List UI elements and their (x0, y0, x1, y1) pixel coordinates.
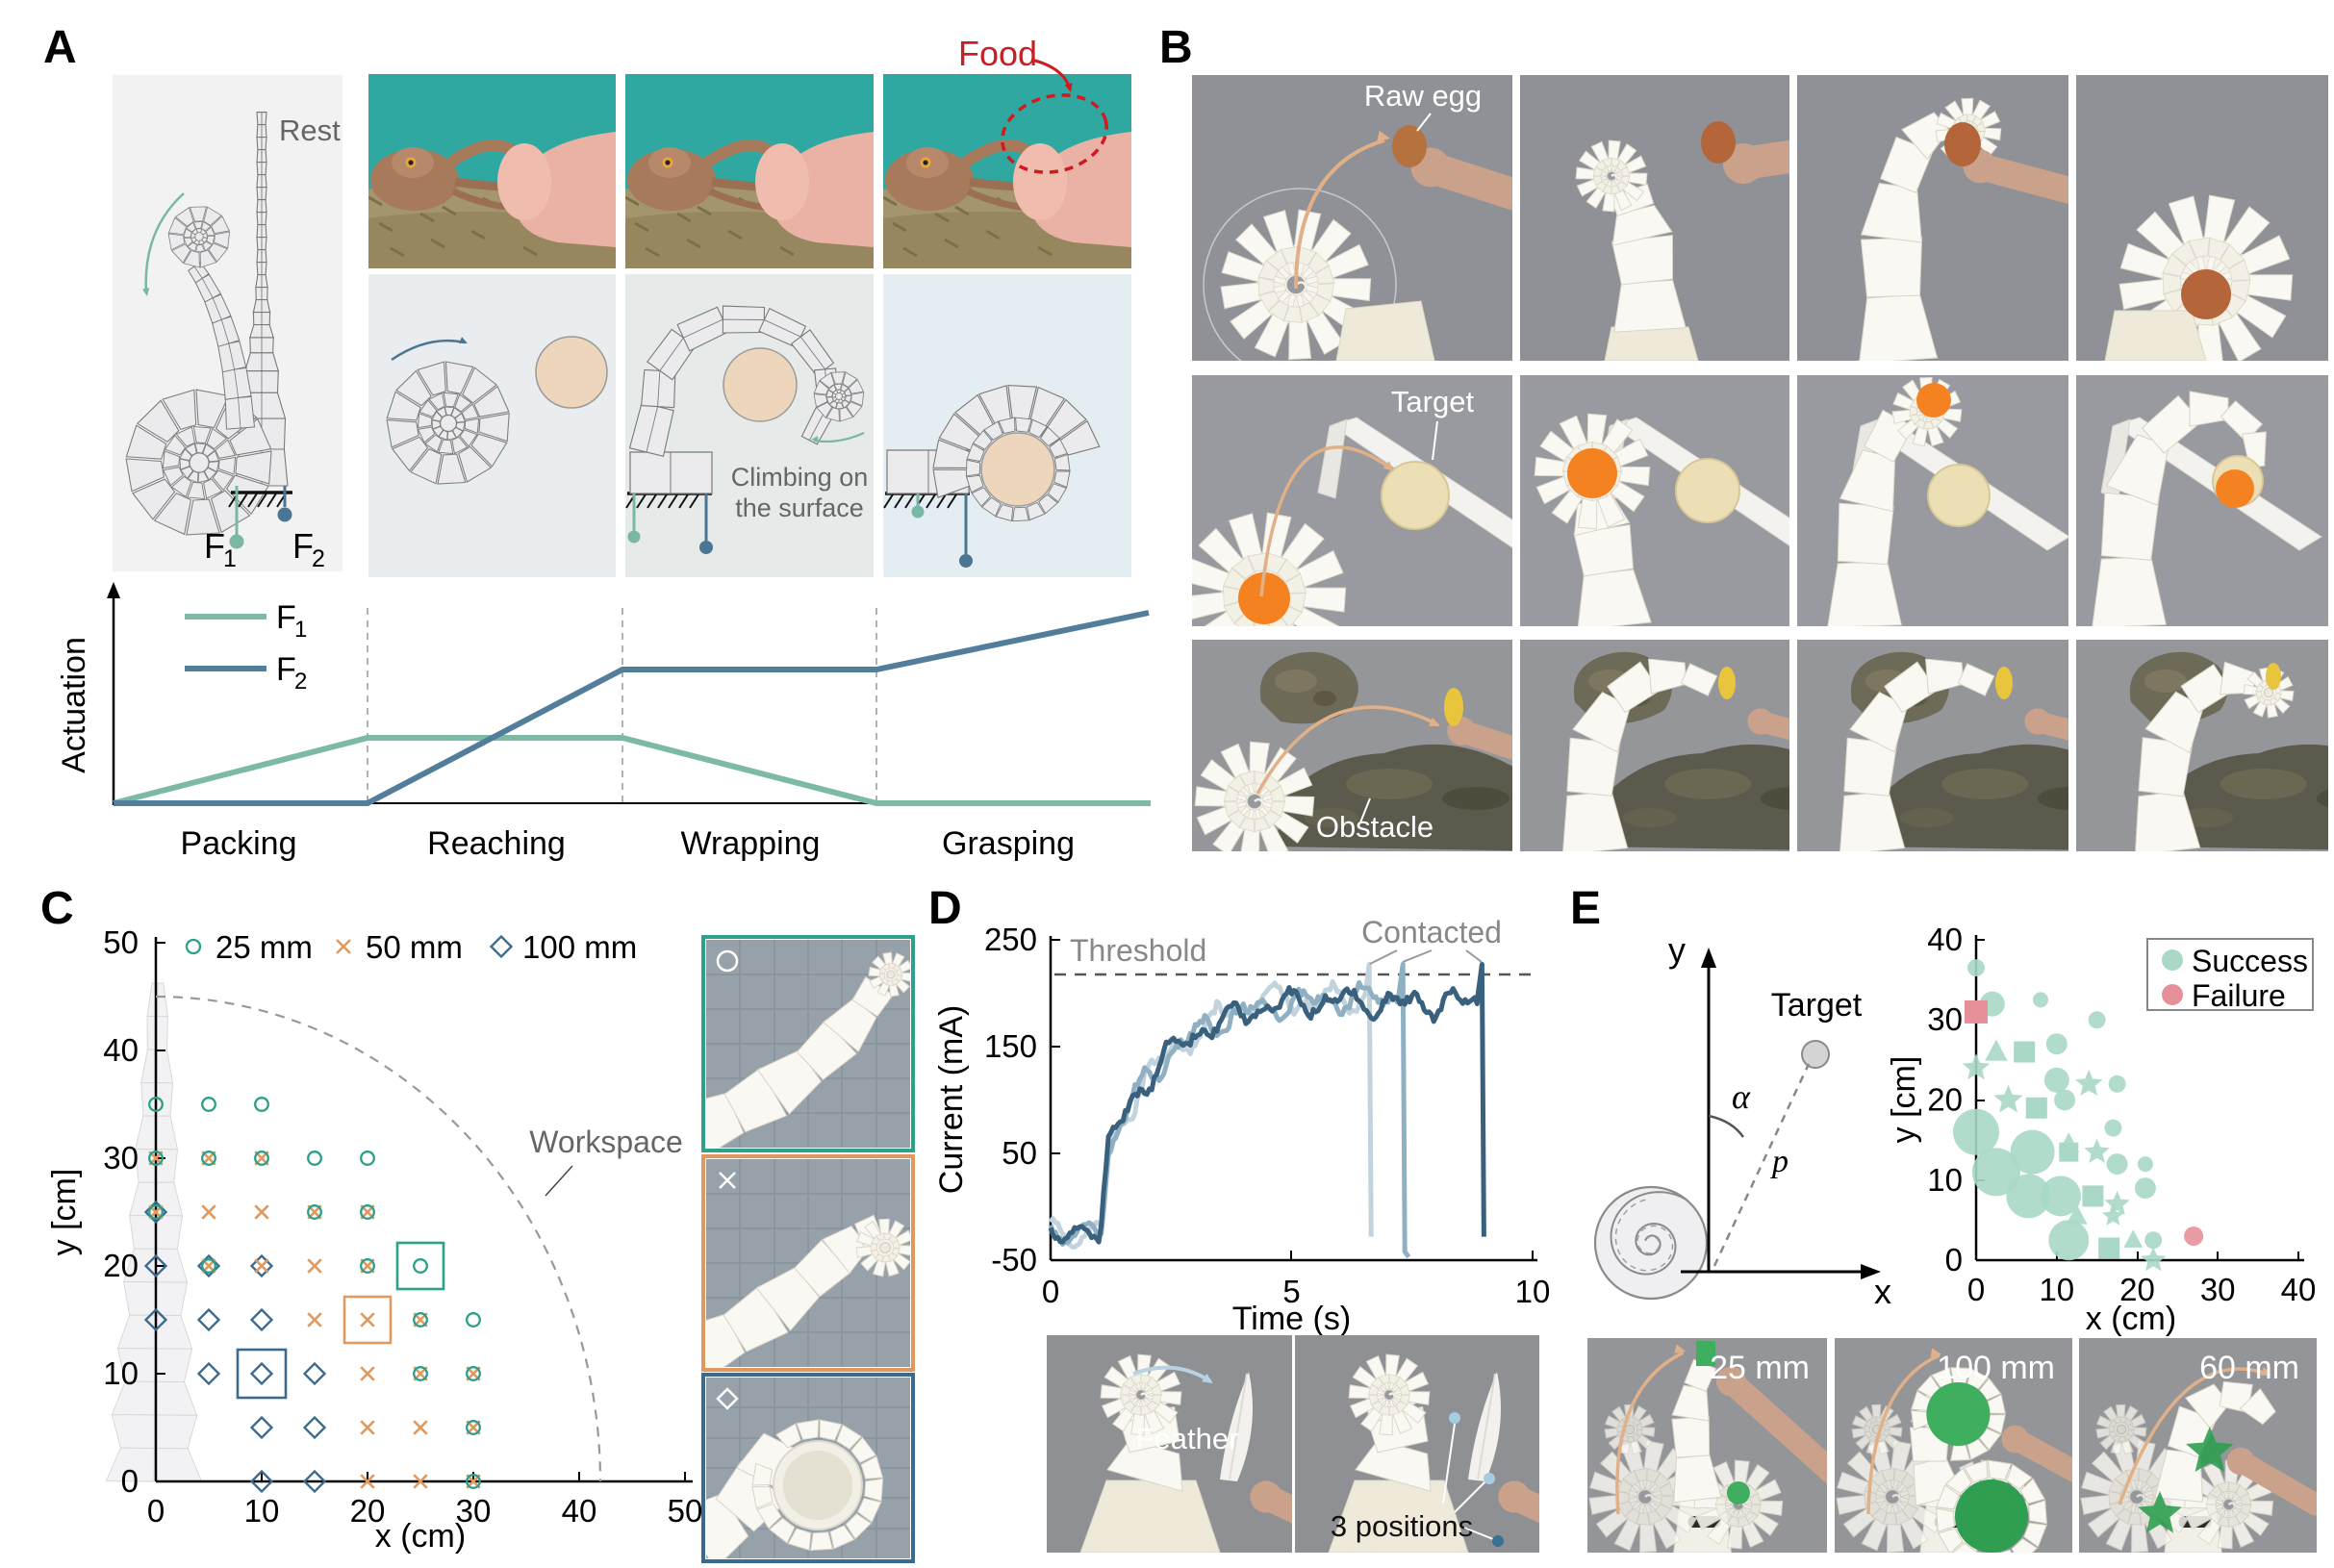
svg-text:-50: -50 (991, 1242, 1037, 1277)
svg-text:x (cm): x (cm) (375, 1518, 466, 1555)
svg-text:Actuation: Actuation (56, 637, 92, 773)
svg-text:0: 0 (147, 1493, 165, 1529)
svg-text:30: 30 (1927, 1001, 1963, 1037)
svg-text:y [cm]: y [cm] (1886, 1056, 1922, 1144)
svg-text:F: F (276, 651, 296, 688)
svg-text:Packing: Packing (181, 825, 297, 862)
svg-text:A: A (43, 22, 77, 73)
svg-text:F: F (292, 526, 314, 566)
svg-text:x: x (1874, 1272, 1891, 1311)
svg-text:Grasping: Grasping (942, 825, 1075, 862)
svg-text:40: 40 (2281, 1272, 2317, 1307)
svg-text:50: 50 (103, 924, 139, 960)
svg-text:Current (mA): Current (mA) (933, 1005, 970, 1194)
svg-text:Time (s): Time (s) (1232, 1301, 1351, 1337)
svg-text:0: 0 (121, 1463, 139, 1499)
svg-text:E: E (1570, 883, 1601, 934)
svg-text:1: 1 (294, 617, 307, 643)
svg-text:50 mm: 50 mm (366, 929, 463, 965)
svg-text:100 mm: 100 mm (522, 929, 637, 965)
svg-text:y: y (1668, 930, 1686, 970)
svg-text:Climbing on: Climbing on (731, 463, 869, 492)
svg-text:100 mm: 100 mm (1937, 1350, 2055, 1386)
svg-text:Raw egg: Raw egg (1364, 79, 1482, 113)
svg-text:x (cm): x (cm) (2086, 1301, 2176, 1337)
svg-text:20: 20 (1927, 1082, 1963, 1118)
svg-text:1: 1 (223, 545, 237, 572)
svg-text:150: 150 (984, 1028, 1037, 1064)
svg-text:0: 0 (1945, 1242, 1963, 1277)
svg-text:p: p (1770, 1144, 1789, 1179)
svg-text:Wrapping: Wrapping (681, 825, 821, 862)
svg-text:10: 10 (2039, 1272, 2074, 1307)
svg-text:40: 40 (103, 1032, 139, 1068)
svg-text:30: 30 (456, 1493, 492, 1529)
svg-text:250: 250 (984, 922, 1037, 957)
svg-text:0: 0 (1967, 1272, 1985, 1307)
svg-text:10: 10 (103, 1355, 139, 1391)
svg-text:Obstacle: Obstacle (1316, 810, 1433, 844)
svg-text:20: 20 (2119, 1272, 2155, 1307)
svg-text:Success: Success (2192, 944, 2308, 978)
svg-text:50: 50 (1002, 1135, 1037, 1171)
svg-text:Feather: Feather (1136, 1422, 1239, 1455)
svg-text:Food: Food (958, 34, 1037, 73)
svg-text:Reaching: Reaching (427, 825, 566, 862)
svg-text:F: F (276, 599, 296, 636)
svg-text:α: α (1732, 1077, 1751, 1116)
svg-text:10: 10 (1927, 1162, 1963, 1198)
svg-text:60 mm: 60 mm (2199, 1350, 2299, 1386)
svg-text:30: 30 (2200, 1272, 2236, 1307)
svg-text:5: 5 (1282, 1274, 1300, 1309)
svg-text:30: 30 (103, 1140, 139, 1176)
svg-text:50: 50 (668, 1493, 703, 1529)
svg-text:25 mm: 25 mm (216, 929, 313, 965)
svg-text:D: D (928, 883, 962, 934)
svg-text:F: F (204, 526, 225, 566)
svg-text:y [cm]: y [cm] (46, 1169, 83, 1256)
svg-text:Target: Target (1771, 987, 1863, 1024)
svg-text:25 mm: 25 mm (1710, 1350, 1810, 1386)
svg-text:0: 0 (1042, 1274, 1059, 1309)
svg-text:the surface: the surface (735, 493, 864, 522)
svg-text:10: 10 (244, 1493, 280, 1529)
svg-text:40: 40 (562, 1493, 597, 1529)
svg-text:Failure: Failure (2192, 978, 2286, 1013)
svg-text:20: 20 (350, 1493, 386, 1529)
svg-text:Target: Target (1391, 385, 1475, 418)
svg-text:Workspace: Workspace (529, 1125, 682, 1159)
svg-text:10: 10 (1515, 1274, 1551, 1309)
svg-text:3 positions: 3 positions (1331, 1509, 1473, 1543)
svg-text:20: 20 (103, 1248, 139, 1283)
svg-text:Contacted: Contacted (1361, 915, 1502, 949)
svg-text:40: 40 (1927, 922, 1963, 957)
svg-text:C: C (40, 883, 74, 934)
svg-text:Threshold: Threshold (1070, 933, 1206, 968)
svg-text:2: 2 (294, 669, 307, 695)
svg-text:Rest: Rest (279, 114, 341, 147)
svg-text:2: 2 (312, 545, 325, 572)
svg-text:B: B (1159, 22, 1193, 73)
